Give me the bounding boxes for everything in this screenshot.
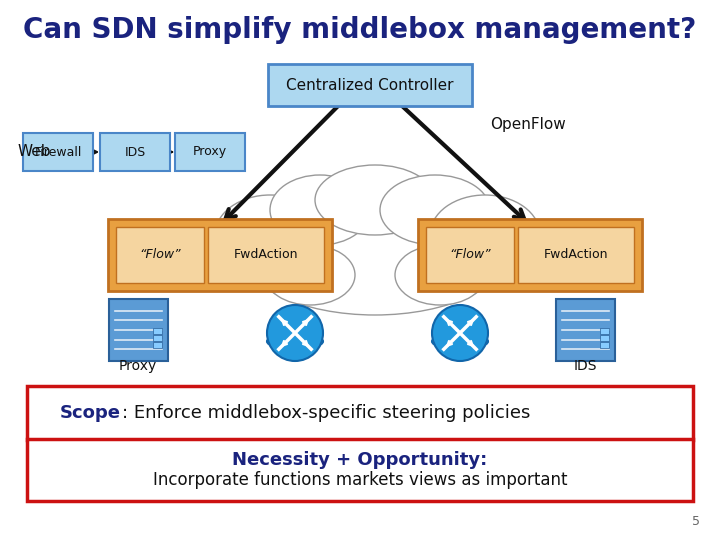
Text: Firewall: Firewall [35, 145, 81, 159]
FancyBboxPatch shape [600, 327, 609, 334]
FancyBboxPatch shape [108, 219, 332, 291]
Text: 5: 5 [692, 515, 700, 528]
Ellipse shape [215, 195, 325, 275]
Ellipse shape [395, 245, 485, 305]
Text: “Flow”: “Flow” [139, 248, 181, 261]
FancyBboxPatch shape [426, 227, 513, 283]
FancyBboxPatch shape [109, 299, 168, 361]
Text: Web: Web [18, 145, 52, 159]
FancyBboxPatch shape [116, 227, 204, 283]
Ellipse shape [380, 175, 490, 245]
Ellipse shape [240, 185, 510, 315]
FancyBboxPatch shape [518, 227, 634, 283]
FancyBboxPatch shape [27, 386, 693, 440]
Ellipse shape [430, 195, 540, 275]
FancyBboxPatch shape [600, 342, 609, 348]
FancyBboxPatch shape [556, 299, 614, 361]
Text: : Enforce middlebox-specific steering policies: : Enforce middlebox-specific steering po… [122, 404, 531, 422]
Text: Centralized Controller: Centralized Controller [287, 78, 454, 92]
Circle shape [432, 305, 488, 361]
Text: IDS: IDS [125, 145, 145, 159]
FancyBboxPatch shape [27, 439, 693, 501]
FancyBboxPatch shape [268, 64, 472, 106]
Ellipse shape [432, 334, 488, 349]
Text: OpenFlow: OpenFlow [490, 118, 566, 132]
Ellipse shape [267, 334, 323, 349]
FancyBboxPatch shape [153, 327, 162, 334]
Circle shape [267, 305, 323, 361]
Text: Incorporate functions markets views as important: Incorporate functions markets views as i… [153, 471, 567, 489]
Text: Proxy: Proxy [193, 145, 227, 159]
Text: FwdAction: FwdAction [233, 248, 298, 261]
Ellipse shape [315, 165, 435, 235]
Text: IDS: IDS [573, 359, 597, 373]
Ellipse shape [265, 245, 355, 305]
FancyBboxPatch shape [100, 133, 170, 171]
Text: Proxy: Proxy [119, 359, 157, 373]
FancyBboxPatch shape [175, 133, 245, 171]
Text: FwdAction: FwdAction [544, 248, 608, 261]
FancyBboxPatch shape [23, 133, 93, 171]
FancyBboxPatch shape [153, 342, 162, 348]
Text: “Flow”: “Flow” [449, 248, 490, 261]
FancyBboxPatch shape [207, 227, 324, 283]
Text: Can SDN simplify middlebox management?: Can SDN simplify middlebox management? [23, 16, 697, 44]
Text: Scope: Scope [60, 404, 121, 422]
FancyBboxPatch shape [153, 335, 162, 341]
Text: Necessity + Opportunity:: Necessity + Opportunity: [233, 451, 487, 469]
Ellipse shape [270, 175, 370, 245]
FancyBboxPatch shape [600, 335, 609, 341]
FancyBboxPatch shape [418, 219, 642, 291]
